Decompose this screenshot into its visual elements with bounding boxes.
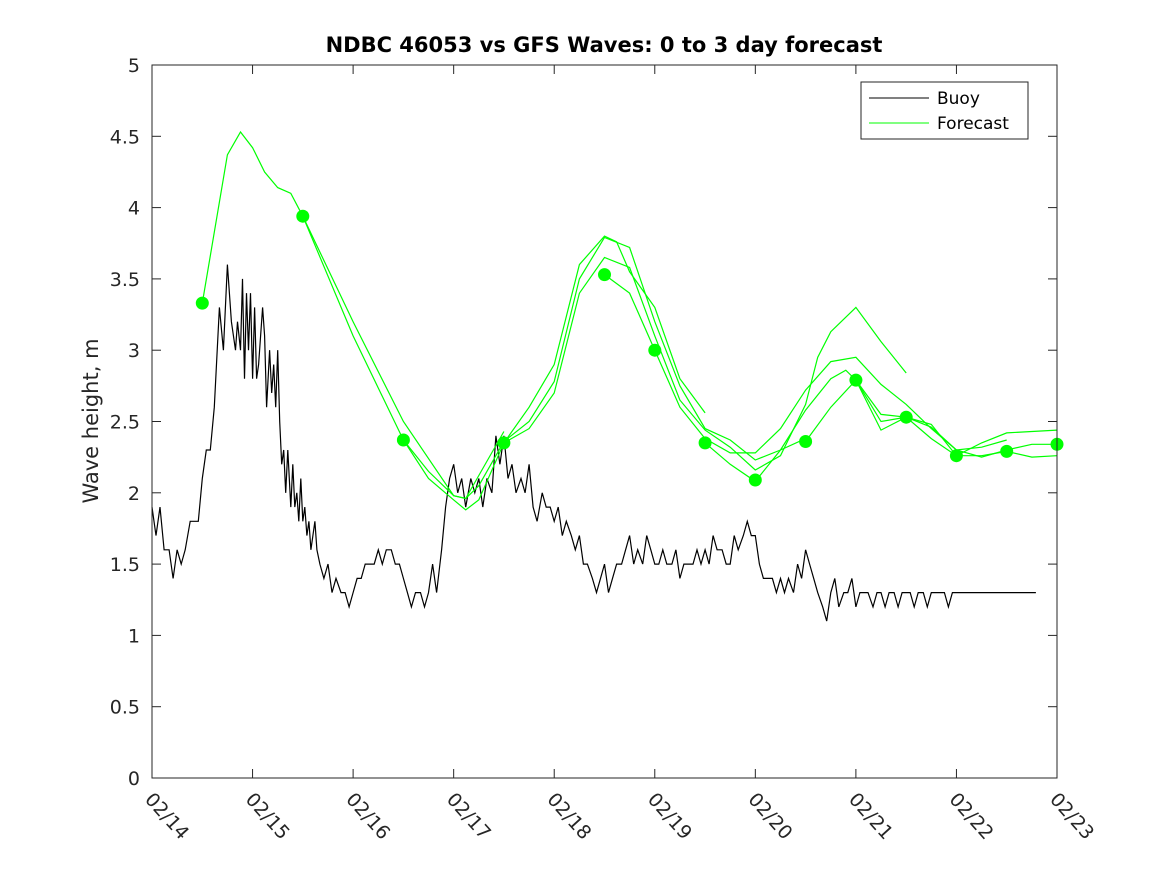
forecast-line-2 [302, 215, 706, 511]
x-tick-label: 02/14 [140, 789, 193, 844]
y-axis-label: Wave height, m [79, 338, 103, 503]
forecast-marker [497, 436, 511, 450]
legend-buoy-label: Buoy [937, 89, 980, 109]
x-tick-label: 02/22 [945, 789, 998, 844]
forecast-marker [698, 436, 712, 450]
buoy-series [151, 264, 1036, 622]
forecast-marker [748, 473, 762, 487]
forecast-marker [1000, 444, 1014, 458]
x-tick-label: 02/17 [442, 789, 495, 844]
x-tick-labels: 02/14 02/15 02/16 02/17 02/18 02/19 02/20 02/21… [140, 789, 1098, 844]
x-tick-label: 02/16 [341, 789, 394, 844]
forecast-series [201, 130, 1058, 511]
x-tick-label: 02/20 [744, 789, 797, 844]
forecast-marker [899, 410, 913, 424]
forecast-line-4 [503, 256, 907, 471]
forecast-marker [195, 296, 209, 310]
x-tick-label: 02/23 [1045, 789, 1098, 844]
y-tick-label: 5 [128, 55, 140, 77]
forecast-marker [849, 373, 863, 387]
forecast-markers [195, 209, 1064, 487]
y-tick-label: 4 [128, 198, 140, 220]
forecast-marker [396, 433, 410, 447]
axis-ticks [151, 64, 1058, 779]
x-tick-label: 02/18 [542, 789, 595, 844]
forecast-marker [949, 449, 963, 463]
y-tick-label: 1.5 [110, 554, 140, 576]
legend: Buoy Forecast [860, 81, 1029, 140]
y-tick-label: 0.5 [110, 697, 140, 719]
forecast-marker [799, 435, 813, 448]
x-tick-label: 02/21 [844, 789, 897, 844]
chart-title: NDBC 46053 vs GFS Waves: 0 to 3 day fore… [326, 33, 883, 57]
forecast-line-3 [402, 236, 806, 500]
y-tick-label: 3 [128, 340, 140, 362]
y-tick-label: 0 [128, 768, 140, 790]
forecast-marker [598, 268, 611, 282]
forecast-line-7 [805, 379, 1058, 458]
x-tick-label: 02/15 [241, 789, 294, 844]
y-tick-label: 2 [128, 483, 140, 505]
legend-box [860, 81, 1029, 140]
forecast-marker [648, 343, 662, 357]
x-tick-label: 02/19 [643, 789, 696, 844]
y-tick-label: 2.5 [110, 412, 140, 434]
y-tick-label: 4.5 [110, 126, 140, 148]
y-tick-label: 1 [128, 625, 140, 647]
y-tick-labels: 0 0.5 1 1.5 2 2.5 3 3.5 4 4.5 5 [110, 55, 140, 790]
y-tick-label: 3.5 [110, 269, 140, 291]
buoy-line [151, 264, 1036, 622]
legend-forecast-label: Forecast [937, 114, 1009, 134]
forecast-marker [296, 209, 310, 223]
